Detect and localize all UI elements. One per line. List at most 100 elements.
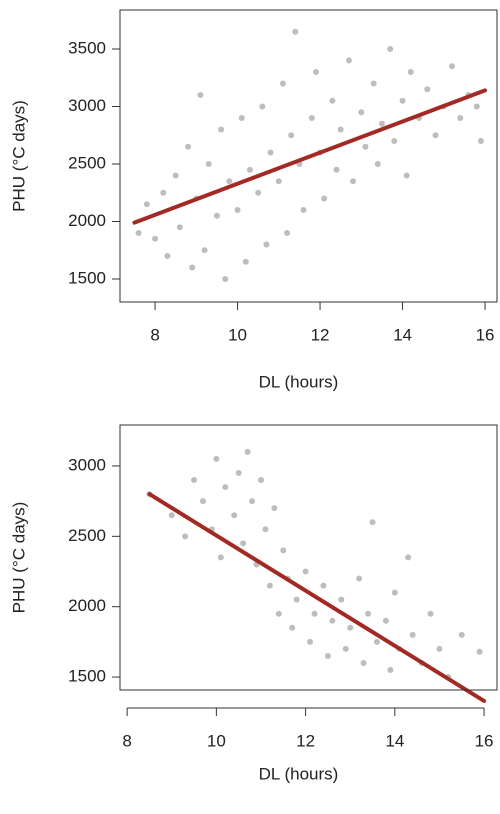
point — [360, 659, 367, 666]
point — [238, 114, 245, 121]
point — [476, 648, 483, 655]
point — [249, 498, 256, 505]
y-tick-label: 2500 — [68, 153, 106, 172]
point — [370, 80, 377, 87]
point — [205, 160, 212, 167]
point — [244, 448, 251, 455]
x-tick-label: 10 — [228, 325, 247, 344]
y-tick-label: 2000 — [68, 211, 106, 230]
point — [263, 241, 270, 248]
y-tick-label: 3000 — [68, 455, 106, 474]
point — [387, 45, 394, 52]
point — [234, 206, 241, 213]
point — [373, 638, 380, 645]
x-tick-label: 8 — [150, 325, 159, 344]
fit-line — [147, 492, 487, 703]
point — [279, 80, 286, 87]
y-tick-label: 1500 — [68, 268, 106, 287]
point — [473, 103, 480, 110]
point — [191, 477, 198, 484]
point — [312, 68, 319, 75]
point — [358, 109, 365, 116]
x-tick-label: 8 — [122, 731, 131, 750]
point — [324, 652, 331, 659]
point — [338, 596, 345, 603]
point — [257, 477, 264, 484]
point — [292, 28, 299, 35]
point — [333, 166, 340, 173]
x-tick-label: 10 — [207, 731, 226, 750]
point — [293, 596, 300, 603]
point — [289, 624, 296, 631]
point — [160, 189, 167, 196]
point — [213, 212, 220, 219]
fit-line — [132, 88, 488, 225]
point — [308, 114, 315, 121]
point — [189, 264, 196, 271]
y-tick-label: 2500 — [68, 526, 106, 545]
point — [427, 610, 434, 617]
x-axis-label: DL (hours) — [259, 372, 339, 391]
point — [399, 97, 406, 104]
point — [302, 568, 309, 575]
point — [235, 469, 242, 476]
plot-frame — [119, 9, 498, 303]
x-tick-label: 12 — [296, 731, 315, 750]
point — [403, 172, 410, 179]
point — [213, 455, 220, 462]
point — [387, 667, 394, 674]
point — [449, 63, 456, 70]
point — [405, 554, 412, 561]
point — [222, 275, 229, 282]
y-tick-label: 3500 — [68, 38, 106, 57]
point — [266, 582, 273, 589]
point — [477, 137, 484, 144]
point — [143, 201, 150, 208]
point — [307, 638, 314, 645]
point — [374, 160, 381, 167]
point — [329, 97, 336, 104]
x-tick-label: 16 — [476, 325, 495, 344]
point — [284, 229, 291, 236]
point — [424, 86, 431, 93]
point — [320, 582, 327, 589]
point — [329, 617, 336, 624]
point — [182, 533, 189, 540]
point — [347, 624, 354, 631]
point — [242, 258, 249, 265]
y-tick-label: 2000 — [68, 596, 106, 615]
point — [152, 235, 159, 242]
point — [300, 206, 307, 213]
point — [458, 631, 465, 638]
point — [337, 126, 344, 133]
y-axis-label: PHU (°C days) — [9, 100, 28, 212]
point — [345, 57, 352, 64]
point — [176, 224, 183, 231]
point — [342, 645, 349, 652]
y-tick-label: 3000 — [68, 96, 106, 115]
point — [275, 610, 282, 617]
plot-frame — [119, 424, 498, 691]
point — [168, 512, 175, 519]
point — [365, 610, 372, 617]
point — [409, 631, 416, 638]
point — [197, 91, 204, 98]
point — [280, 547, 287, 554]
point — [255, 189, 262, 196]
point — [135, 229, 142, 236]
y-axis-label: PHU (°C days) — [9, 502, 28, 614]
point — [436, 645, 443, 652]
x-axis-label: DL (hours) — [259, 764, 339, 783]
point — [262, 526, 269, 533]
point — [321, 195, 328, 202]
point — [356, 575, 363, 582]
point — [378, 120, 385, 127]
point — [362, 143, 369, 150]
x-tick-label: 12 — [311, 325, 330, 344]
point — [391, 137, 398, 144]
point — [201, 247, 208, 254]
point — [288, 132, 295, 139]
point — [382, 617, 389, 624]
